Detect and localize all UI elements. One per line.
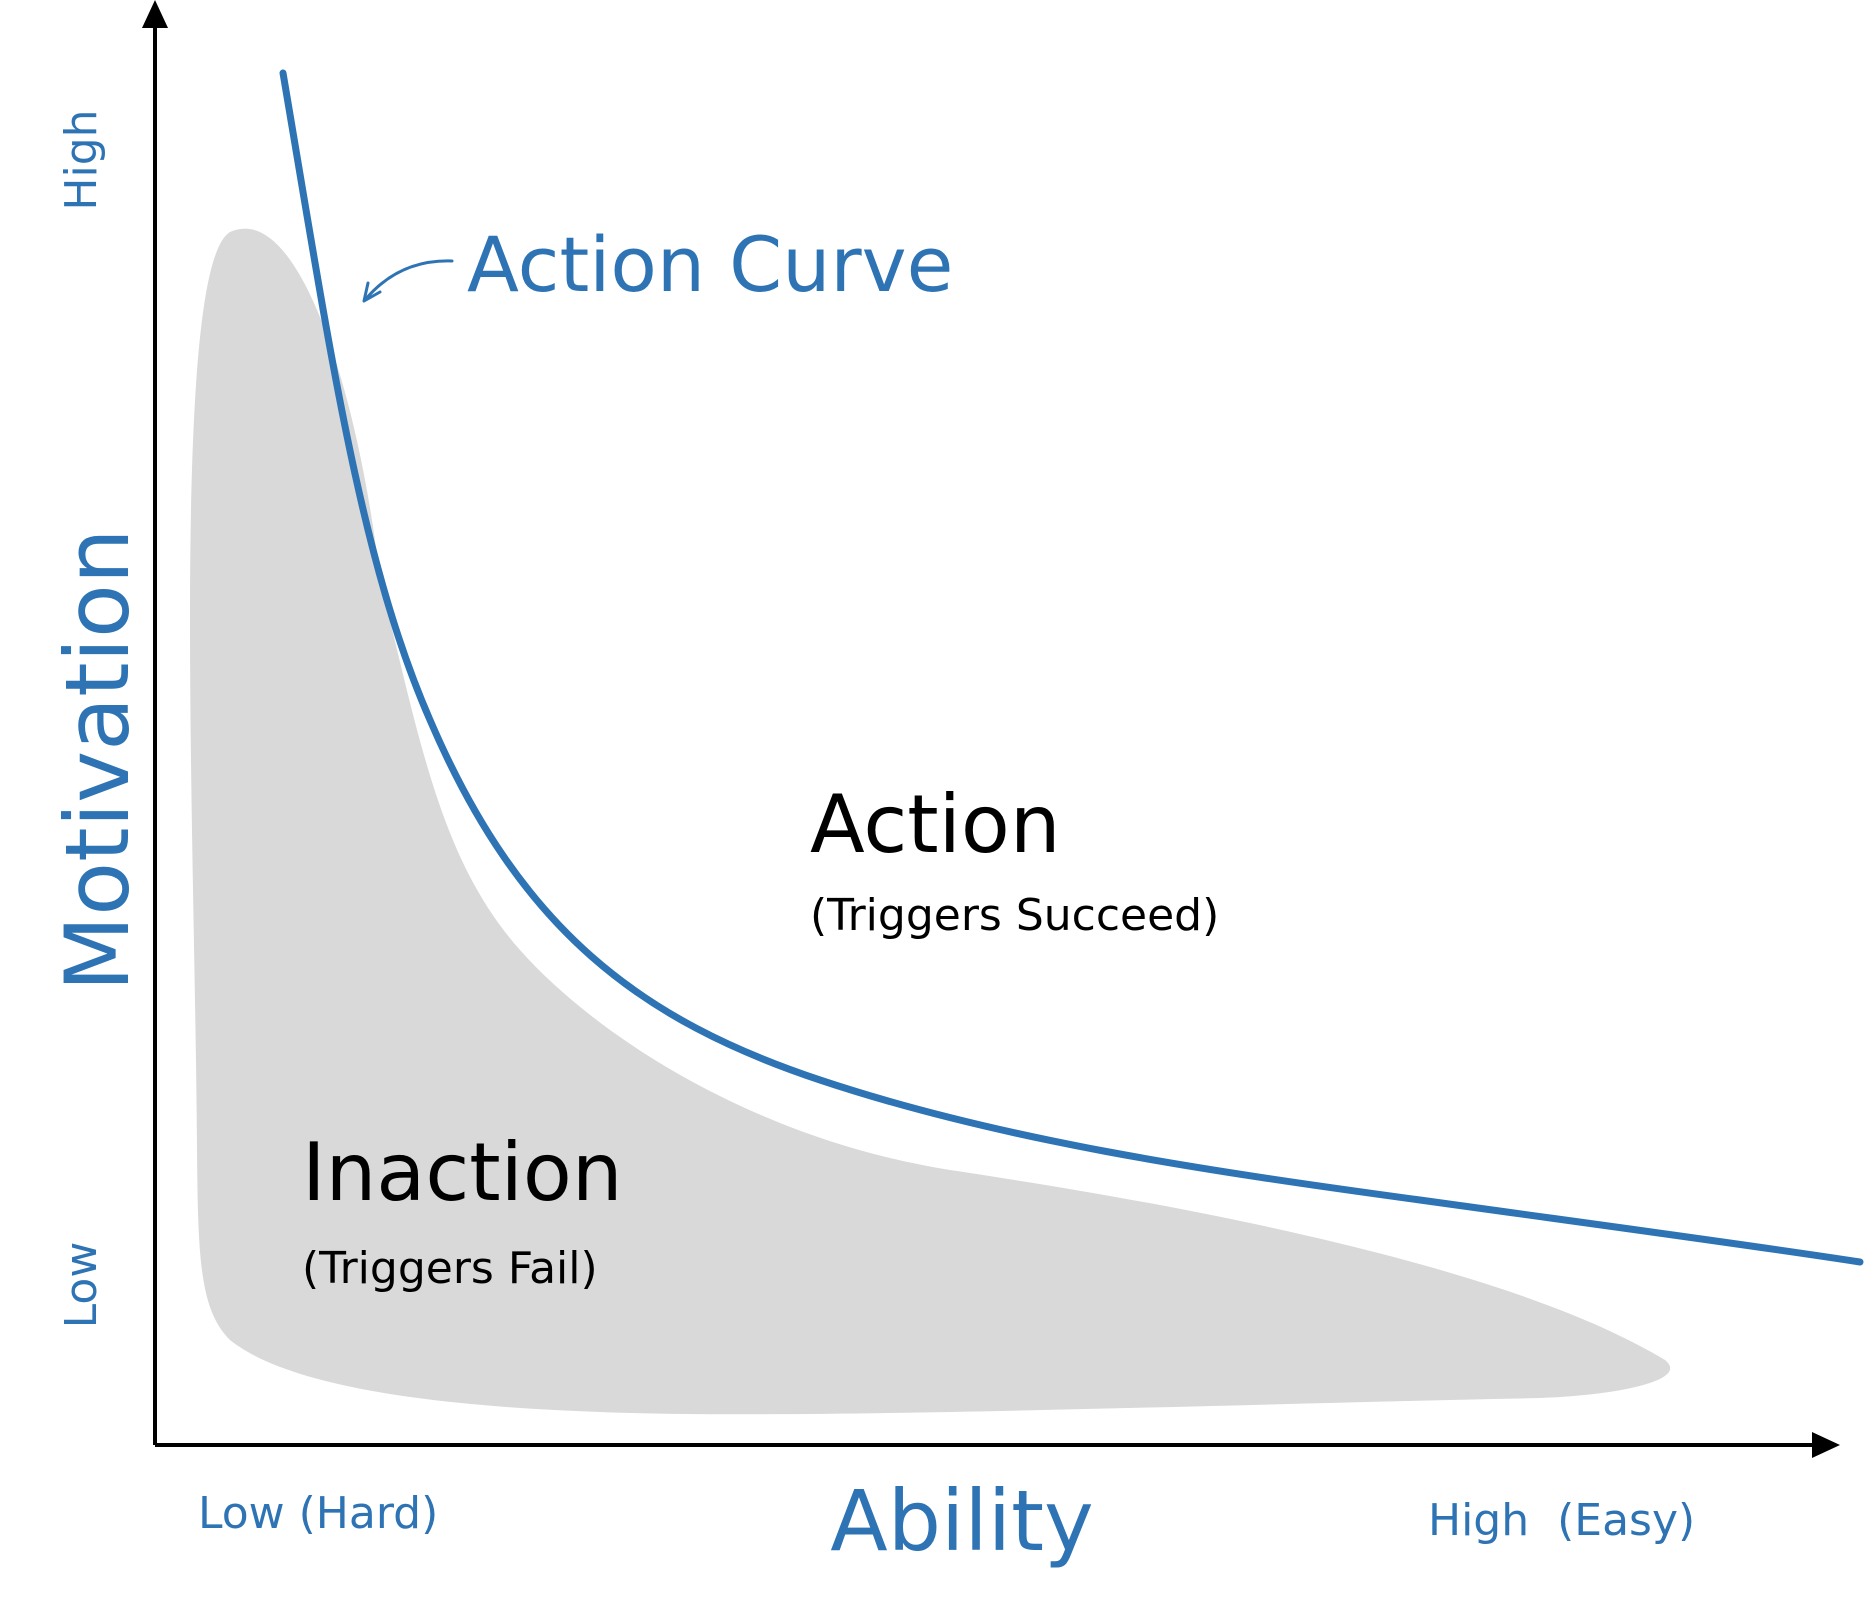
inaction-region-shape bbox=[190, 228, 1671, 1415]
x-axis-low-label: Low (Hard) bbox=[198, 1488, 438, 1539]
inaction-region-title: Inaction bbox=[302, 1126, 623, 1219]
action-curve-label: Action Curve bbox=[467, 220, 953, 309]
y-axis-arrowhead bbox=[142, 0, 168, 28]
y-axis-title: Motivation bbox=[46, 528, 149, 991]
action-curve-line bbox=[279, 69, 1864, 1266]
y-axis-low-label: Low bbox=[56, 1242, 107, 1329]
x-axis-high-label: High (Easy) bbox=[1428, 1495, 1695, 1546]
x-axis-arrowhead bbox=[1812, 1432, 1840, 1458]
curve-pointer-arrow bbox=[363, 259, 454, 302]
curve-pointer-arrowhead bbox=[362, 281, 382, 303]
y-axis-high-label: High bbox=[56, 109, 107, 210]
x-axis-title: Ability bbox=[830, 1472, 1093, 1570]
action-region-title: Action bbox=[810, 778, 1061, 871]
action-region-subtitle: (Triggers Succeed) bbox=[810, 890, 1219, 941]
inaction-region-subtitle: (Triggers Fail) bbox=[302, 1243, 598, 1294]
